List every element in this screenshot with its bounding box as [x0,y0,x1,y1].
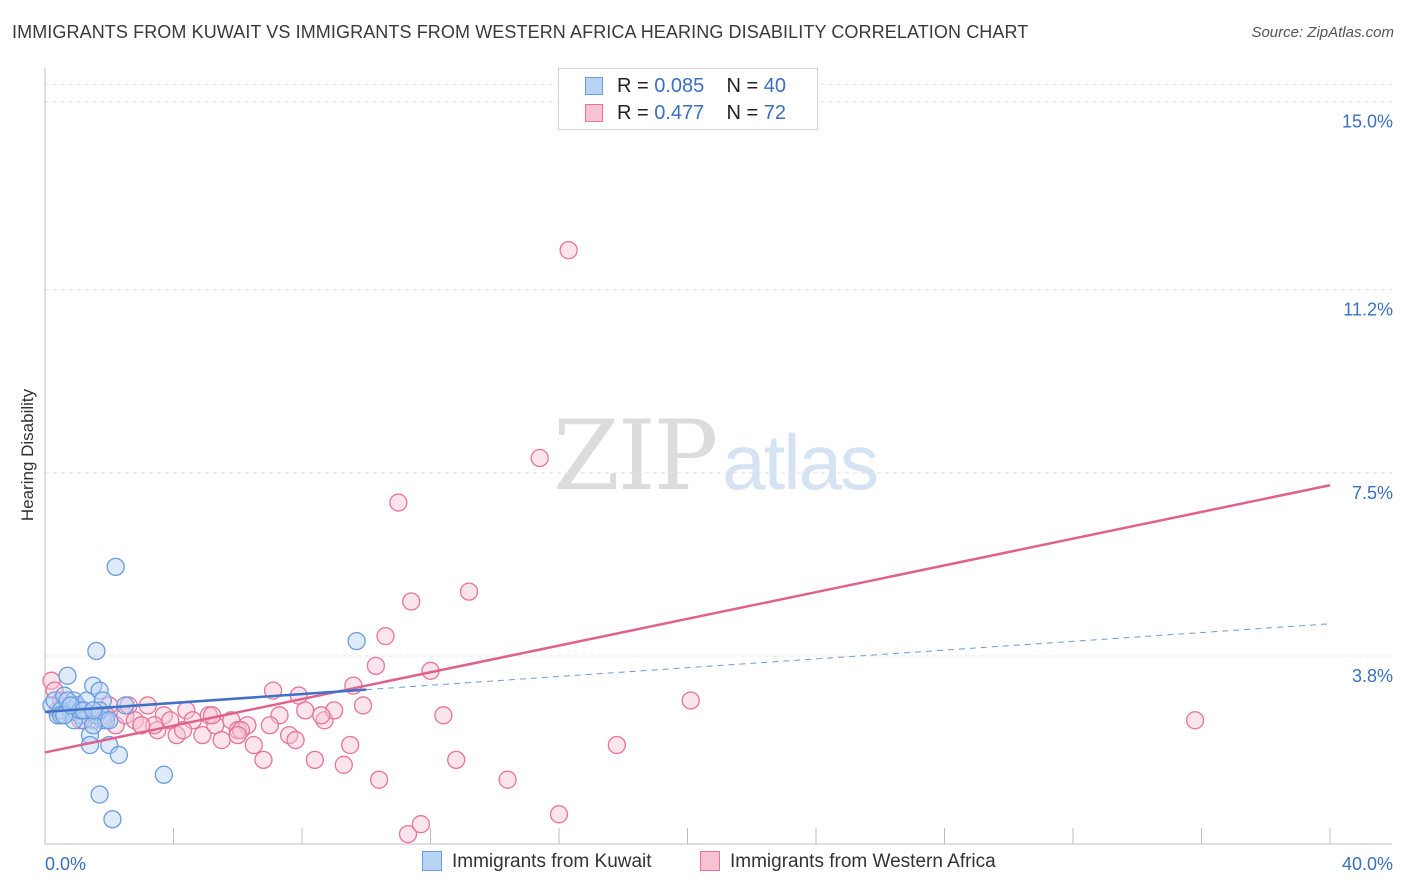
trend-line-kuwait-extension [366,623,1331,691]
western-africa-point [369,770,389,789]
western-africa-point [286,730,305,750]
western-africa-point [389,493,408,512]
western-africa-point [607,735,626,755]
western-africa-point [398,824,418,844]
y-tick-label: 11.2% [1343,300,1393,320]
western-africa-point [244,735,263,755]
watermark-atlas: atlas [722,418,879,506]
legend-swatch-kuwait [585,77,603,95]
y-tick-label: 7.5% [1352,483,1393,503]
trend-lines [44,483,1331,754]
y-tick-label: 15.0% [1342,112,1393,132]
western-africa-point [411,815,431,834]
bottom-legend-label-western-africa: Immigrants from Western Africa [730,851,996,872]
western-africa-point [305,750,325,770]
western-africa-point [45,681,64,700]
western-africa-point [312,706,331,725]
western-africa-point [447,750,466,770]
correlation-legend: R = 0.085 N = 40 R = 0.477 N = 72 [558,68,818,130]
bottom-legend-kuwait: Immigrants from Kuwait [422,851,652,873]
kuwait-point [64,711,84,730]
western-africa-point [296,701,315,720]
western-africa-point [1185,711,1205,730]
western-africa-point [228,725,247,745]
western-africa-point [366,656,386,675]
western-africa-point [498,770,517,789]
western-africa-point [334,755,353,774]
kuwait-point [90,701,109,720]
kuwait-point [84,701,103,720]
axes [44,68,1392,845]
kuwait-point [103,810,122,829]
legend-text-western-africa: R = 0.477 N = 72 [617,102,787,124]
kuwait-point [347,631,366,651]
y-tick-label: 3.8% [1352,666,1393,686]
western-africa-point [193,725,212,745]
watermark-zip: ZIP [553,400,718,512]
western-africa-point [212,730,231,750]
trend-line-kuwait [44,688,367,714]
western-africa-point [376,627,395,646]
x-tick-label-max: 40.0% [1342,854,1393,874]
western-africa-point [434,706,453,725]
kuwait-point [106,557,125,577]
western-africa-point [341,735,360,755]
western-africa-point [530,448,549,468]
western-africa-point [459,582,479,601]
bottom-legend-label-kuwait: Immigrants from Kuwait [452,851,652,872]
kuwait-point [154,765,174,784]
western-africa-point [549,805,569,824]
kuwait-point [58,666,77,685]
western-africa-point [402,592,421,611]
trend-line-western-africa [44,483,1331,754]
western-africa-point [231,721,251,740]
watermark: ZIPatlas [553,400,879,512]
kuwait-point [90,785,109,804]
western-africa-point [315,711,334,730]
x-tick-label-min: 0.0% [45,854,86,874]
source-credit: Source: ZipAtlas.com [1251,24,1394,41]
western-africa-point [270,706,289,725]
bottom-legend-western-africa: Immigrants from Western Africa [700,851,996,873]
western-africa-point [254,750,273,770]
western-africa-point [260,716,280,735]
western-africa-point [132,716,151,735]
kuwait-point [100,711,119,730]
western-africa-point [173,721,193,740]
western-africa-point [559,241,578,260]
kuwait-point [58,691,77,710]
kuwait-point [87,641,106,661]
western-africa-point [681,691,700,710]
kuwait-point [90,681,109,700]
bottom-legend-swatch-western-africa [700,851,720,871]
legend-text-kuwait: R = 0.085 N = 40 [617,75,787,97]
tick-labels: 3.8% 7.5% 11.2% 15.0% 0.0% 40.0% [45,112,1393,874]
series-western-africa-points [42,241,1205,844]
grid-lines [45,83,1392,657]
kuwait-point [109,745,129,765]
chart-title: IMMIGRANTS FROM KUWAIT VS IMMIGRANTS FRO… [12,22,1029,42]
legend-swatch-western-africa [585,104,603,122]
bottom-legend-swatch-kuwait [422,851,442,871]
western-africa-point [353,696,373,715]
